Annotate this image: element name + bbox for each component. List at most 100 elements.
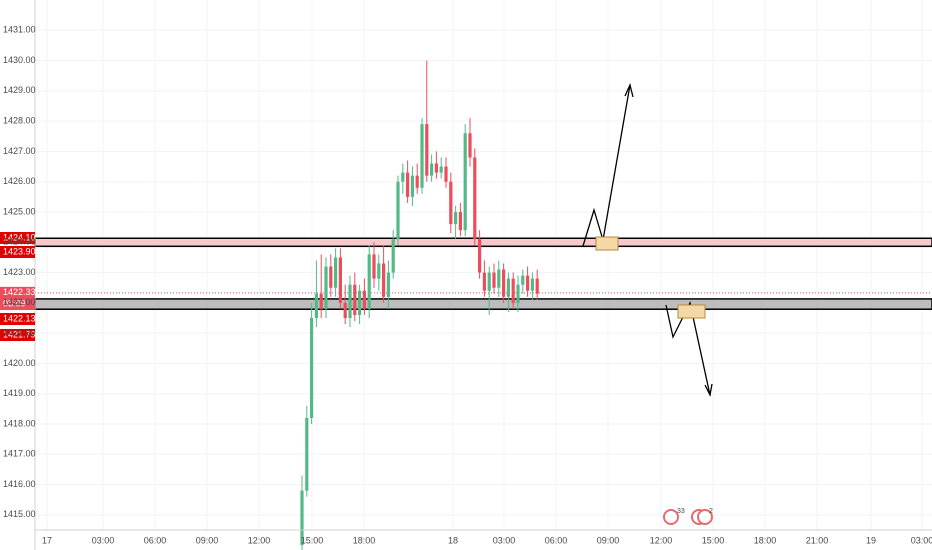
x-tick-label: 18 [448,535,458,545]
candle-body [310,318,314,418]
y-tick-label: 1430.00 [3,55,36,65]
candle-body [353,284,357,315]
support-tag-bg [0,329,35,341]
y-tick-label: 1428.00 [3,116,36,126]
y-tick-label: 1415.00 [3,509,36,519]
candle-body [506,278,510,297]
y-tick-label: 1416.00 [3,479,36,489]
x-tick-label: 03:00 [911,535,932,545]
annotations [582,83,713,398]
y-tick-label: 1422.00 [3,297,36,307]
x-tick-label: 18:00 [353,535,376,545]
countdown-tag-bg [0,298,35,310]
candle-body [386,272,390,297]
y-tick-label: 1424.00 [3,237,36,247]
y-tick-label: 1431.00 [3,25,36,35]
candle-body [329,266,333,288]
candle-body [473,157,477,240]
badge-count: 2 [709,508,713,515]
y-tick-label: 1420.00 [3,358,36,368]
candle-body [348,284,352,318]
candle-body [430,163,434,176]
candle-body [305,417,309,491]
y-tick-label: 1419.00 [3,388,36,398]
candle-body [444,166,448,182]
x-tick-label: 18:00 [754,535,777,545]
x-tick-label: 09:00 [196,535,219,545]
candle-body [482,272,486,291]
candle-body [434,163,438,173]
arrow-head [624,83,634,98]
y-tick-label: 1429.00 [3,85,36,95]
candle-body [463,133,467,231]
event-badges: 33 2 [663,508,713,525]
resistance-tag-bg [0,232,35,244]
resistance-tag-bg [0,246,35,258]
candle-body [319,293,323,309]
candle-body [516,284,520,303]
candle-body [415,175,419,188]
support-zone [34,298,932,310]
resistance-zone [34,237,932,248]
candle-body [530,278,534,291]
candle-body [511,278,515,303]
x-tick-label: 09:00 [597,535,620,545]
candle-body [396,181,400,240]
badge [697,509,713,525]
y-tick-label: 1421.00 [3,328,36,338]
last-price-tag-bg [0,286,35,299]
candle-body [492,272,496,288]
badge [663,509,679,525]
arrow-path [582,84,631,247]
candle-body [449,181,453,225]
x-tick-label: 12:00 [650,535,673,545]
badge-count: 33 [677,508,685,515]
y-tick-label: 1423.00 [3,267,36,277]
candle-body [372,254,376,279]
arrow-path [665,301,711,396]
candle-body [439,166,443,173]
candle-body [382,263,386,297]
candle-body [367,254,371,309]
x-tick-label: 17 [42,535,52,545]
annotation-box [677,304,706,319]
last-price-tag: 1422.33 [3,287,36,297]
candle-body [521,275,525,285]
candle-body [406,172,410,197]
candle-body [468,133,472,158]
candle-body [324,266,328,309]
candle-body [300,490,304,546]
x-tick-label: 15:00 [702,535,725,545]
candle-body [343,302,347,318]
x-tick-label: 19 [866,535,876,545]
candle-body [401,172,405,182]
candle-body [391,239,395,273]
arrow-head [704,383,713,398]
resistance-tag: 1423.90 [3,246,36,256]
x-tick-label: 21:00 [806,535,829,545]
y-tick-label: 1427.00 [3,146,36,156]
support-tag: 1421.79 [3,329,36,339]
x-tick-label: 12:00 [248,535,271,545]
candle-body [487,272,491,291]
candle-body [334,257,338,288]
x-tick-label: 15:00 [301,535,324,545]
candle-body [535,278,539,294]
y-tick-label: 1417.00 [3,449,36,459]
candle-body [497,269,501,288]
y-tick-label: 1418.00 [3,418,36,428]
candle-body [377,263,381,279]
support-tag: 1422.13 [3,313,36,323]
support-tag-bg [0,313,35,325]
candle-body [410,175,414,197]
resistance-tag: 1424.10 [3,232,36,242]
countdown-tag: 05:09 [3,298,26,308]
candle-body [362,290,366,309]
x-tick-label: 03:00 [493,535,516,545]
candle-body [314,293,318,318]
candle-body [338,257,342,303]
candle-body [420,124,424,188]
x-tick-label: 06:00 [144,535,167,545]
